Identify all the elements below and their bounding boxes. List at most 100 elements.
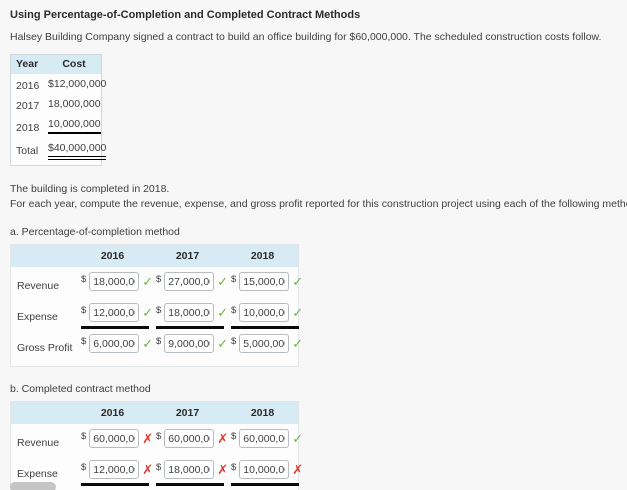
check-icon: ✓ <box>142 274 154 289</box>
a-gross-profit-2016-input[interactable] <box>89 334 140 353</box>
check-icon: ✓ <box>142 305 154 320</box>
horizontal-scrollbar-thumb[interactable] <box>10 482 56 490</box>
dollar-sign: $ <box>156 336 162 347</box>
cell: $ ✓ <box>81 272 153 298</box>
check-icon: ✓ <box>217 336 229 351</box>
b-revenue-2016-input[interactable] <box>89 429 140 448</box>
check-icon: ✓ <box>217 305 229 320</box>
table-b-revenue-row: Revenue $ ✗ $ ✗ $ ✓ <box>11 424 303 455</box>
b-revenue-2018-input[interactable] <box>239 429 290 448</box>
b-expense-2018-input[interactable] <box>239 460 290 479</box>
year-header: 2017 <box>175 407 200 419</box>
table-a-revenue-row: Revenue $ ✓ $ ✓ $ ✓ <box>11 267 303 298</box>
percentage-of-completion-table: 2016 2017 2018 Revenue $ ✓ $ ✓ $ ✓ Expe <box>10 244 303 367</box>
cost-year: 2017 <box>16 100 40 112</box>
cell: $ ✗ <box>231 460 303 486</box>
cost-row-total: Total $40,000,000 <box>11 136 107 165</box>
a-revenue-2016-input[interactable] <box>89 272 140 291</box>
cell: $ ✓ <box>231 303 303 329</box>
cell: $ ✓ <box>81 334 153 360</box>
row-label: Expense <box>17 311 58 323</box>
row-label: Gross Profit <box>17 342 73 354</box>
row-label: Revenue <box>17 280 60 292</box>
dollar-sign: $ <box>231 305 237 316</box>
cost-row-2016: 2016 $12,000,000 <box>11 74 106 94</box>
cross-icon: ✗ <box>217 462 229 477</box>
year-header: 2017 <box>175 250 200 262</box>
cross-icon: ✗ <box>142 462 154 477</box>
cost-header-cost: Cost <box>62 58 86 70</box>
dollar-sign: $ <box>156 305 162 316</box>
dollar-sign: $ <box>231 274 237 285</box>
cost-year: 2016 <box>16 80 40 92</box>
dollar-sign: $ <box>231 462 237 473</box>
b-expense-2017-input[interactable] <box>164 460 215 479</box>
dollar-sign: $ <box>156 462 162 473</box>
check-icon: ✓ <box>292 305 304 320</box>
total-value: $40,000,000 <box>48 142 107 160</box>
total-label: Total <box>16 145 39 157</box>
dollar-sign: $ <box>81 305 87 316</box>
cell: $ ✓ <box>231 334 303 360</box>
cost-table-header: Year Cost <box>11 55 101 74</box>
dollar-sign: $ <box>231 336 237 347</box>
cost-value: 10,000,000 <box>48 118 101 134</box>
cell: $ ✓ <box>156 303 228 329</box>
cost-year: 2018 <box>16 122 40 134</box>
table-b-header: 2016 2017 2018 <box>11 402 298 424</box>
b-expense-2016-input[interactable] <box>89 460 140 479</box>
table-a-header: 2016 2017 2018 <box>11 245 298 267</box>
dollar-sign: $ <box>156 274 162 285</box>
cell: $ ✓ <box>156 334 228 360</box>
intro-text: Halsey Building Company signed a contrac… <box>10 31 602 43</box>
a-revenue-2017-input[interactable] <box>164 272 215 291</box>
row-label: Revenue <box>17 437 60 449</box>
check-icon: ✓ <box>292 274 304 289</box>
a-expense-2016-input[interactable] <box>89 303 140 322</box>
cross-icon: ✗ <box>142 431 154 446</box>
cost-row-2017: 2017 18,000,000 <box>11 94 101 114</box>
dollar-sign: $ <box>81 462 87 473</box>
instruction-text: For each year, compute the revenue, expe… <box>10 198 627 210</box>
year-header: 2016 <box>100 407 125 419</box>
b-revenue-2017-input[interactable] <box>164 429 215 448</box>
cross-icon: ✗ <box>217 431 229 446</box>
year-header: 2018 <box>250 250 275 262</box>
check-icon: ✓ <box>292 336 304 351</box>
check-icon: ✓ <box>142 336 154 351</box>
row-label: Expense <box>17 468 58 480</box>
table-a-expense-row: Expense $ ✓ $ ✓ $ ✓ <box>11 298 303 329</box>
section-b-label: b. Completed contract method <box>10 383 151 395</box>
a-gross-profit-2018-input[interactable] <box>239 334 290 353</box>
dollar-sign: $ <box>81 336 87 347</box>
check-icon: ✓ <box>292 431 304 446</box>
dollar-sign: $ <box>156 431 162 442</box>
completed-contract-table: 2016 2017 2018 Revenue $ ✗ $ ✗ $ ✓ Expe <box>10 401 303 490</box>
cost-value: 18,000,000 <box>48 98 101 110</box>
dollar-sign: $ <box>81 274 87 285</box>
cell: $ ✗ <box>81 460 153 486</box>
a-revenue-2018-input[interactable] <box>239 272 290 291</box>
cell: $ ✓ <box>156 272 228 298</box>
completed-note: The building is completed in 2018. <box>10 183 170 195</box>
cell: $ ✗ <box>156 429 228 455</box>
dollar-sign: $ <box>81 431 87 442</box>
table-a-gross-profit-row: Gross Profit $ ✓ $ ✓ $ ✓ <box>11 329 303 366</box>
year-header: 2016 <box>100 250 125 262</box>
a-expense-2018-input[interactable] <box>239 303 290 322</box>
cost-schedule-table: Year Cost 2016 $12,000,000 2017 18,000,0… <box>10 54 107 166</box>
cross-icon: ✗ <box>292 462 304 477</box>
year-header: 2018 <box>250 407 275 419</box>
cell: $ ✓ <box>231 272 303 298</box>
cost-value: $12,000,000 <box>48 78 107 90</box>
a-expense-2017-input[interactable] <box>164 303 215 322</box>
cell: $ ✓ <box>81 303 153 329</box>
section-a-label: a. Percentage-of-completion method <box>10 226 180 238</box>
check-icon: ✓ <box>217 274 229 289</box>
cost-header-year: Year <box>16 58 39 70</box>
cell: $ ✗ <box>156 460 228 486</box>
table-b-expense-row: Expense $ ✗ $ ✗ $ ✗ <box>11 455 303 486</box>
cell: $ ✓ <box>231 429 303 455</box>
a-gross-profit-2017-input[interactable] <box>164 334 215 353</box>
